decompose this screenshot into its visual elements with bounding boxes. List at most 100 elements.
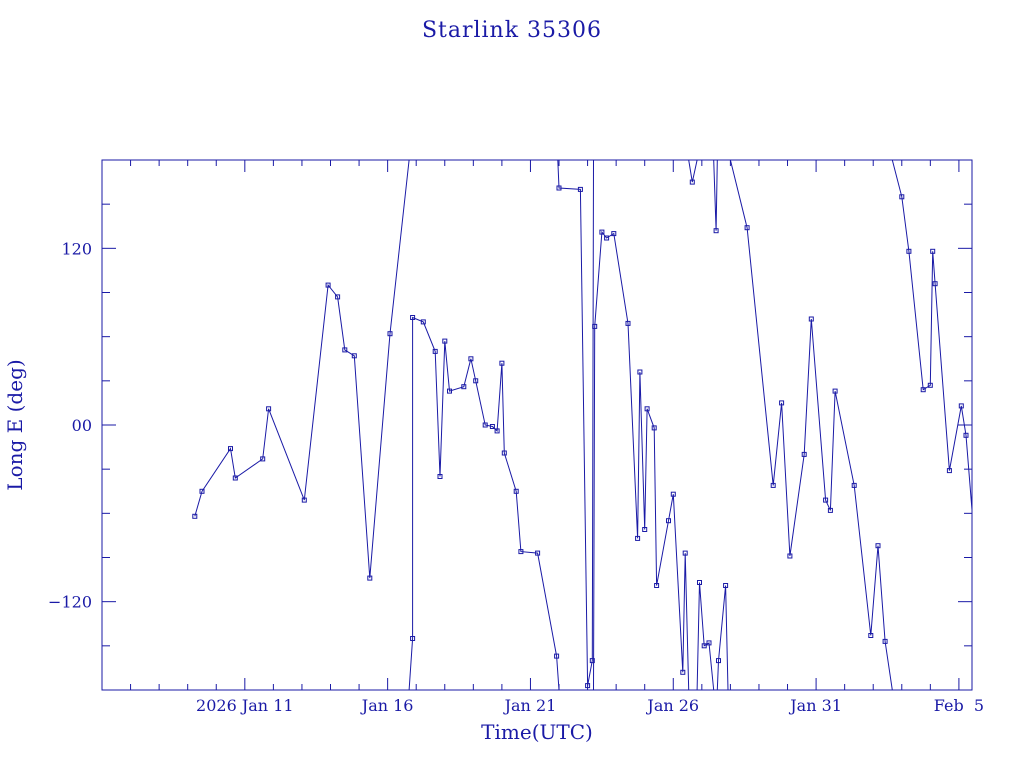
data-point	[501, 450, 507, 456]
series-segment	[408, 315, 560, 690]
series-segment	[592, 229, 690, 690]
data-point	[447, 388, 452, 394]
data-point	[744, 225, 750, 231]
data-point	[432, 348, 438, 354]
data-point	[325, 282, 331, 288]
data-point	[827, 507, 833, 513]
series-line	[891, 160, 972, 517]
data-point	[482, 422, 488, 428]
series-segment	[995, 160, 1021, 239]
data-point	[851, 482, 857, 488]
data-point	[670, 491, 676, 497]
y-tick-label: 00	[72, 416, 92, 435]
data-point	[410, 636, 416, 641]
data-point	[420, 319, 426, 325]
data-point	[666, 518, 671, 524]
data-point	[637, 369, 643, 375]
series-line	[688, 160, 698, 183]
y-axis: 120 00 −120	[48, 159, 972, 691]
data-point	[927, 382, 933, 388]
data-point	[787, 553, 793, 559]
data-point	[473, 378, 479, 384]
series-line	[194, 160, 410, 579]
data-point	[499, 360, 505, 366]
data-point	[920, 387, 926, 393]
series-group	[192, 160, 1021, 690]
series-segment	[192, 160, 410, 581]
data-point	[518, 549, 524, 555]
data-point	[1009, 213, 1013, 217]
data-point	[554, 653, 560, 659]
data-point	[342, 347, 348, 353]
data-point	[713, 228, 719, 234]
series-line	[716, 585, 729, 690]
y-tick-label: −120	[48, 593, 92, 612]
data-point	[367, 575, 373, 581]
data-point	[387, 331, 393, 337]
series-line	[995, 160, 1021, 237]
data-point	[697, 580, 702, 585]
data-point	[604, 235, 610, 241]
data-point	[494, 428, 500, 434]
data-point	[808, 316, 814, 322]
data-point	[635, 535, 641, 541]
data-point	[577, 186, 583, 192]
data-point	[930, 248, 936, 254]
data-point	[1014, 235, 1018, 239]
series-line	[408, 316, 560, 690]
data-point	[266, 406, 272, 412]
data-point	[599, 229, 605, 235]
data-point	[723, 583, 729, 588]
data-point	[535, 550, 541, 556]
series-line	[729, 160, 893, 690]
y-tick-label: 120	[61, 239, 92, 258]
data-point	[779, 400, 785, 406]
data-point	[770, 482, 776, 488]
data-point	[351, 353, 357, 359]
series-segment	[716, 583, 729, 690]
series-segment	[891, 160, 982, 615]
data-point	[716, 658, 721, 664]
data-point	[682, 550, 688, 556]
series-segment	[696, 580, 715, 690]
data-point	[437, 474, 443, 479]
data-point	[468, 356, 474, 362]
data-point	[958, 403, 964, 409]
data-point	[199, 488, 205, 494]
data-point	[882, 638, 888, 644]
data-point	[651, 425, 657, 431]
series-line	[593, 230, 690, 690]
x-tick-label: Jan 16	[360, 696, 414, 715]
data-point	[625, 320, 631, 326]
x-tick-label: 2026 Jan 11	[196, 696, 294, 715]
series-segment	[688, 160, 698, 185]
data-point	[592, 323, 598, 329]
series-line	[713, 160, 718, 231]
data-point	[823, 497, 829, 503]
data-point	[946, 468, 952, 474]
data-point	[978, 611, 982, 615]
x-tick-label: Jan 26	[645, 696, 699, 715]
data-point	[589, 658, 595, 664]
data-point	[654, 583, 660, 588]
data-point	[868, 633, 874, 638]
data-point	[489, 424, 495, 429]
series-segment	[556, 160, 595, 689]
x-tick-label: Jan 31	[788, 696, 842, 715]
data-point	[906, 248, 912, 254]
series-line	[696, 582, 715, 690]
x-tick-label: Feb 5	[934, 696, 984, 715]
series-line	[557, 160, 594, 686]
series-segment	[729, 160, 893, 690]
data-point	[680, 669, 686, 675]
x-tick-label: Jan 21	[503, 696, 557, 715]
data-point	[832, 388, 838, 394]
data-point	[706, 640, 712, 646]
data-point	[932, 281, 938, 287]
y-axis-label: Long E (deg)	[3, 359, 27, 490]
data-point	[228, 446, 233, 452]
data-point	[260, 456, 266, 462]
data-point	[335, 294, 341, 300]
data-point	[192, 513, 198, 519]
